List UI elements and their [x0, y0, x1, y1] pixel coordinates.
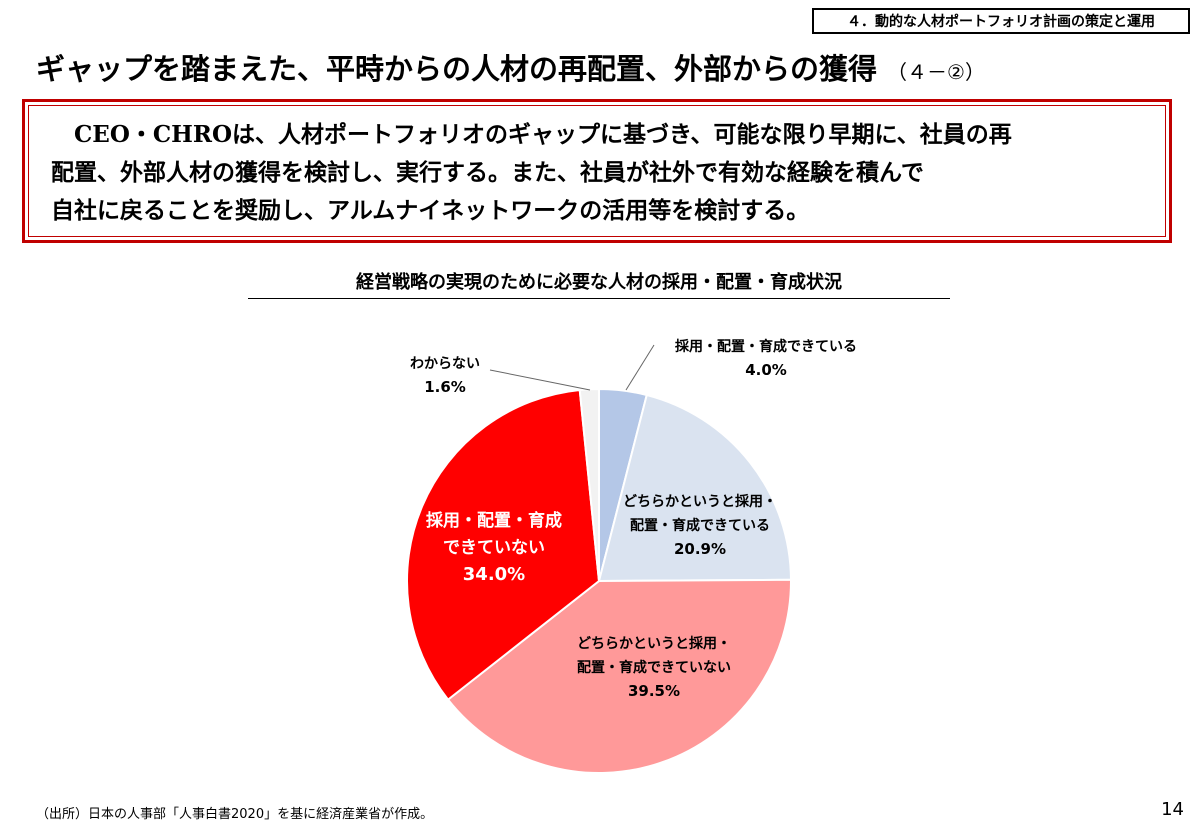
pie-slice [406, 388, 601, 702]
slice-category-label: どちらかというと採用・ [623, 493, 777, 510]
slice-value-label: 20.9% [674, 540, 726, 558]
slice-category-label: 採用・配置・育成 [426, 510, 562, 531]
summary-text: CEO・CHROは、人材ポートフォリオのギャップに基づき、可能な限り早期に、社員… [51, 116, 1141, 230]
page-title-suffix: （４－②） [887, 60, 985, 84]
slice-value-label: 4.0% [745, 361, 787, 379]
leader-line [625, 344, 655, 391]
slice-category-label: できていない [443, 538, 545, 558]
pie-slice [446, 578, 792, 774]
summary-inner-border [28, 105, 1166, 237]
source-note: （出所）日本の人事部「人事白書2020」を基に経済産業省が作成。 [36, 807, 434, 822]
summary-line: 配置、外部人材の獲得を検討し、実行する。また、社員が社外で有効な経験を積んで [51, 159, 924, 186]
summary-line: 自社に戻ることを奨励し、アルムナイネットワークの活用等を検討する。 [51, 197, 810, 224]
slice-category-label: わからない [410, 356, 480, 372]
page-title-text: ギャップを踏まえた、平時からの人材の再配置、外部からの獲得 [36, 52, 878, 86]
pie-slice [578, 387, 600, 582]
leader-line [489, 369, 591, 391]
slice-category-label: 配置・育成できている [630, 517, 770, 534]
pie-slice [597, 393, 793, 583]
slice-category-label: 採用・配置・育成できている [675, 338, 857, 355]
page-number: 14 [1161, 799, 1184, 820]
summary-line: CEO・CHROは、人材ポートフォリオのギャップに基づき、可能な限り早期に、社員… [74, 121, 1012, 148]
slice-category-label: どちらかというと採用・ [577, 635, 731, 652]
slice-value-label: 34.0% [463, 564, 525, 585]
chart-title: 経営戦略の実現のために必要な人材の採用・配置・育成状況 [248, 268, 950, 299]
slice-value-label: 39.5% [628, 682, 680, 700]
slice-value-label: 1.6% [424, 378, 466, 396]
summary-box: CEO・CHROは、人材ポートフォリオのギャップに基づき、可能な限り早期に、社員… [22, 99, 1172, 243]
page-title: ギャップを踏まえた、平時からの人材の再配置、外部からの獲得 （４－②） [36, 46, 985, 88]
section-tag: ４．動的な人材ポートフォリオ計画の策定と運用 [812, 8, 1190, 34]
slice-category-label: 配置・育成できていない [577, 659, 731, 676]
